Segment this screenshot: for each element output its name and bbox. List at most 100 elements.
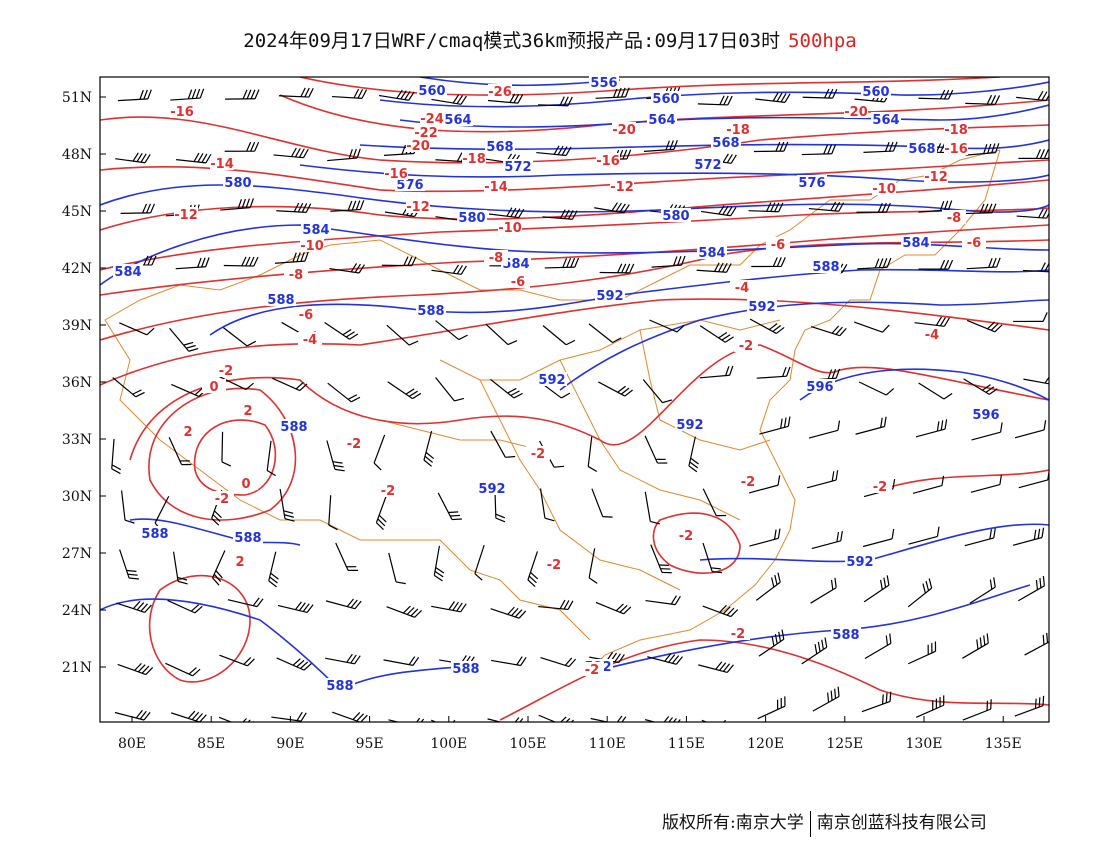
temp-contour-label: 2	[235, 555, 244, 570]
wind-barb	[697, 95, 733, 106]
temp-contour-label: -16	[384, 167, 408, 182]
temp-contour-label: -2	[215, 492, 229, 507]
wind-barb	[490, 430, 516, 458]
temp-label-bg	[414, 125, 438, 139]
wind-barb	[912, 475, 945, 494]
temp-contour-label: -2	[679, 529, 693, 544]
wind-barb	[962, 203, 997, 215]
height-label-bg	[907, 141, 937, 155]
wind-barb	[644, 491, 661, 525]
wind-barb	[759, 416, 791, 435]
height-label-bg	[595, 288, 625, 302]
wind-barb	[388, 552, 406, 585]
temp-label-bg	[674, 528, 698, 542]
footer-divider	[809, 810, 811, 837]
temp-label-bg	[406, 199, 430, 213]
temp-contour-0	[148, 387, 297, 521]
temp-contour-m14	[100, 159, 1049, 193]
wind-barb	[908, 526, 940, 545]
wind-barb	[699, 325, 734, 343]
wind-barb	[649, 319, 685, 333]
temp-label-bg	[526, 446, 550, 460]
height-contour-596	[799, 368, 1049, 401]
temp-label-bg	[342, 436, 366, 450]
wind-barb	[536, 145, 572, 157]
temp-label-bg	[962, 235, 986, 249]
temp-label-bg	[942, 210, 966, 224]
wind-barb	[324, 322, 359, 340]
wind-barb	[538, 96, 573, 107]
lon-label: 115E	[668, 736, 705, 752]
wind-barb	[963, 378, 998, 395]
temp-contour-label: -10	[872, 182, 896, 197]
wind-barb	[276, 657, 312, 671]
temp-label-bg	[734, 338, 758, 352]
height-label-bg	[675, 417, 705, 431]
wind-barb	[170, 88, 205, 101]
temp-label-bg	[872, 181, 896, 195]
wind-barb	[278, 87, 314, 98]
wind-barb	[325, 598, 362, 610]
wind-barb	[688, 436, 699, 473]
wind-barb	[966, 319, 1003, 333]
wind-barb	[279, 488, 295, 522]
height-label-bg	[747, 299, 777, 313]
wind-barb	[488, 207, 525, 219]
wind-barb	[218, 375, 254, 391]
temp-contour-label: -18	[462, 152, 486, 167]
height-contour-label: 568	[486, 140, 513, 155]
wind-barb	[810, 325, 847, 337]
wind-barb	[808, 420, 841, 439]
lat-label: 33N	[62, 432, 92, 448]
height-contour-label: 596	[806, 380, 833, 395]
wind-barb	[599, 263, 635, 274]
height-contour-label: 564	[648, 113, 675, 128]
temp-contour-label: -6	[299, 308, 313, 323]
temp-contour-label: -2	[739, 339, 753, 354]
height-contour-label: 588	[141, 527, 168, 542]
wind-barb	[811, 530, 843, 550]
wind-barb	[702, 542, 723, 574]
temp-contour-label: -8	[489, 251, 503, 266]
wind-barb	[644, 716, 681, 722]
wind-barb	[591, 488, 613, 518]
height-contour-560	[379, 81, 1049, 108]
lon-label: 85E	[197, 736, 225, 752]
height-label-bg	[113, 264, 143, 278]
temp-label-bg	[844, 104, 868, 118]
temp-contour-label: 0	[241, 477, 250, 492]
lat-label: 48N	[62, 147, 92, 163]
wind-barb	[171, 710, 207, 722]
height-contour-label: 592	[478, 482, 505, 497]
temp-contour-label: -10	[498, 221, 522, 236]
temp-contour-label: -14	[210, 157, 234, 172]
height-contour-label: 592	[538, 373, 565, 388]
wind-barb	[175, 257, 210, 270]
temp-label-bg	[420, 111, 444, 125]
wind-barb	[751, 257, 786, 268]
wind-barb	[431, 601, 467, 613]
temp-label-bg	[766, 237, 790, 251]
wind-barb	[423, 430, 435, 467]
wind-barb	[643, 139, 678, 152]
wind-barb	[749, 528, 781, 547]
wind-barb	[645, 595, 681, 606]
wind-barb	[801, 637, 828, 665]
wind-barb	[375, 494, 388, 530]
height-label-bg	[457, 210, 487, 224]
lat-label: 39N	[62, 318, 92, 334]
height-contour-label: 584	[302, 223, 329, 238]
temp-contour-label: -2	[741, 475, 755, 490]
temp-contour-label: -16	[944, 142, 968, 157]
temp-label-bg	[170, 104, 194, 118]
wind-barb	[801, 144, 837, 156]
wind-barb	[702, 488, 727, 517]
height-label-bg	[485, 139, 515, 153]
wind-barb	[527, 551, 539, 587]
temp-contour-label: -12	[610, 180, 634, 195]
wind-barb	[587, 436, 598, 472]
wind-barb	[120, 203, 155, 214]
wind-barb	[544, 257, 580, 269]
wind-barb	[855, 416, 887, 435]
temp-label-bg	[920, 327, 944, 341]
